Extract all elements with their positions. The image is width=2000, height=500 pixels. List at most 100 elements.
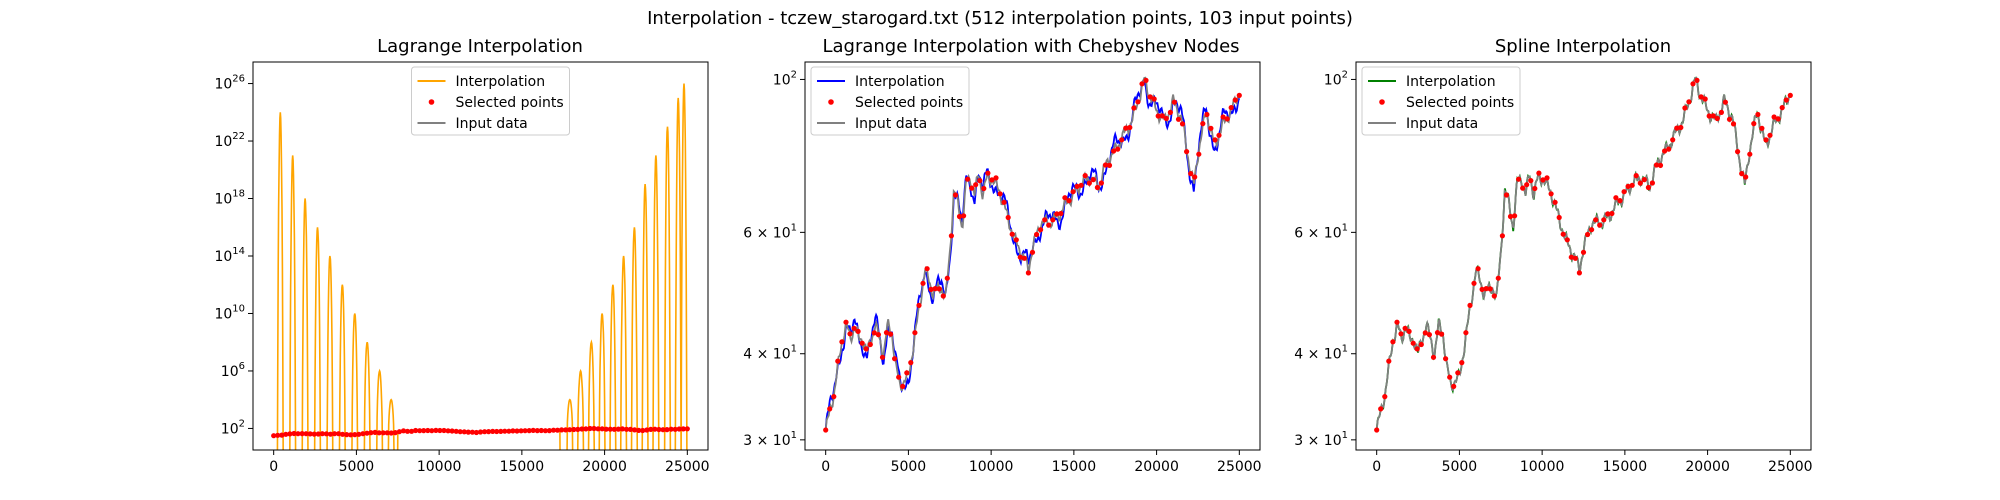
selected-point: [1524, 182, 1530, 188]
selected-point: [546, 428, 553, 434]
selected-point: [1434, 330, 1441, 336]
selected-point: [1657, 162, 1664, 168]
selected-point: [336, 431, 342, 437]
selected-point: [571, 426, 577, 433]
selected-point: [1054, 211, 1060, 217]
selected-point: [1386, 358, 1392, 364]
selected-point: [1666, 146, 1672, 152]
selected-point: [283, 431, 289, 437]
selected-point: [1779, 105, 1785, 111]
selected-point: [1135, 99, 1141, 105]
selected-point: [1564, 237, 1570, 243]
selected-point: [1686, 99, 1692, 105]
selected-point: [977, 178, 983, 184]
x-tick-label: 0: [821, 459, 830, 475]
selected-point: [623, 426, 630, 432]
selected-point: [928, 286, 934, 292]
selected-point: [1605, 211, 1611, 217]
selected-point: [664, 427, 670, 433]
selected-point: [1467, 302, 1473, 308]
selected-point: [1516, 176, 1522, 182]
selected-point: [607, 426, 613, 432]
selected-point: [1471, 280, 1477, 286]
x-tick-label: 10000: [1520, 459, 1565, 475]
selected-point: [1220, 114, 1226, 120]
selected-point: [1050, 217, 1056, 223]
selected-point: [908, 360, 914, 366]
selected-point: [1568, 254, 1574, 260]
legend-selected-points-label: Selected points: [456, 95, 564, 111]
selected-point: [892, 356, 898, 362]
selected-point: [1155, 113, 1161, 119]
selected-point: [883, 330, 890, 336]
selected-point: [441, 427, 447, 434]
selected-point: [1184, 149, 1190, 155]
selected-point: [896, 374, 902, 380]
x-tick-label: 25000: [665, 459, 710, 475]
selected-point: [1131, 105, 1137, 111]
selected-point: [1179, 121, 1186, 127]
x-tick-label: 20000: [1134, 459, 1179, 475]
selected-point: [388, 430, 394, 436]
selected-point: [1042, 217, 1048, 223]
x-tick-label: 0: [1372, 459, 1381, 475]
selected-point: [668, 426, 674, 432]
selected-point: [680, 426, 686, 432]
selected-point: [1001, 199, 1007, 205]
selected-point: [453, 428, 459, 434]
selected-point: [445, 428, 451, 434]
y-tick-label: 6 × 101​: [743, 222, 797, 241]
selected-point: [1576, 270, 1582, 276]
selected-point: [1212, 137, 1218, 143]
selected-point: [1159, 113, 1165, 119]
selected-point: [457, 429, 463, 435]
selected-point: [356, 431, 362, 437]
selected-point: [1374, 427, 1380, 433]
selected-point: [287, 431, 293, 437]
selected-point: [1106, 162, 1113, 168]
selected-point: [611, 426, 617, 432]
selected-point: [1394, 319, 1400, 325]
selected-point: [295, 431, 301, 437]
selected-point: [522, 428, 528, 434]
selected-point: [1641, 177, 1647, 183]
selected-point: [871, 330, 877, 336]
selected-point: [1755, 111, 1761, 118]
x-tick-label: 5000: [339, 459, 375, 475]
selected-point: [1536, 170, 1542, 176]
selected-point: [1532, 185, 1538, 192]
selected-point: [1192, 174, 1198, 180]
selected-point: [1090, 177, 1096, 183]
selected-point: [1572, 255, 1578, 261]
legend-interpolation-label: Interpolation: [456, 74, 546, 90]
selected-point: [1625, 183, 1631, 189]
selected-point: [1670, 137, 1676, 143]
selected-point: [1560, 231, 1566, 237]
selected-point: [1151, 96, 1157, 102]
selected-point: [554, 427, 561, 433]
selected-point: [1029, 249, 1036, 255]
selected-point: [1544, 175, 1550, 181]
selected-point: [1021, 255, 1027, 261]
selected-point: [1771, 114, 1777, 120]
selected-point: [303, 431, 309, 437]
selected-point: [1013, 237, 1019, 243]
selected-point: [425, 427, 431, 434]
selected-point: [510, 428, 516, 434]
selected-point: [1147, 94, 1153, 100]
selected-point: [672, 426, 678, 432]
selected-point: [307, 431, 313, 437]
selected-point: [1236, 92, 1242, 98]
selected-point: [660, 427, 666, 433]
selected-point: [1378, 406, 1384, 412]
selected-point: [1196, 151, 1202, 157]
selected-point: [904, 370, 910, 376]
axes-frame: [804, 61, 1261, 451]
selected-point: [1451, 383, 1457, 389]
selected-point: [372, 429, 378, 435]
selected-point: [879, 354, 886, 360]
selected-point: [1078, 182, 1084, 188]
selected-point: [956, 213, 963, 220]
selected-point: [1070, 189, 1076, 195]
selected-point: [396, 429, 402, 435]
